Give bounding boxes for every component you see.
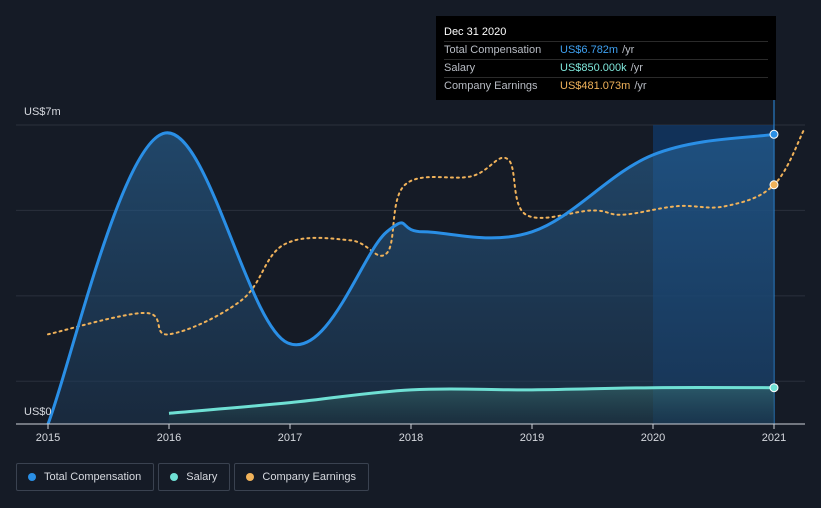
x-tick-label: 2020 — [641, 432, 665, 444]
legend-label: Salary — [186, 471, 218, 483]
legend-item-salary[interactable]: Salary — [158, 463, 231, 491]
tooltip-label: Company Earnings — [444, 80, 538, 92]
x-tick-label: 2016 — [157, 432, 181, 444]
company-earnings-marker — [769, 180, 779, 190]
tooltip-unit: /yr — [622, 44, 635, 56]
tooltip-label: Salary — [444, 62, 476, 74]
legend-label: Total Compensation — [44, 471, 142, 483]
total-compensation-marker — [769, 129, 779, 139]
legend: Total Compensation Salary Company Earnin… — [16, 463, 373, 491]
tooltip-row-salary: Salary US$850.000k /yr — [444, 60, 768, 78]
total-compensation-area — [48, 132, 774, 425]
company-earnings-line — [47, 128, 806, 336]
x-tick-label: 2017 — [278, 432, 302, 444]
legend-dot-icon — [170, 473, 179, 481]
legend-dot-icon — [246, 473, 255, 481]
x-axis-ticks: 2015 2016 2017 2018 2019 2020 2021 — [36, 424, 786, 444]
x-tick-label: 2019 — [520, 432, 544, 444]
legend-label: Company Earnings — [262, 471, 356, 483]
tooltip-value: US$6.782m — [560, 44, 619, 56]
tooltip-value: US$850.000k — [560, 62, 627, 74]
x-tick-label: 2015 — [36, 432, 60, 444]
tooltip-row-company-earnings: Company Earnings US$481.073m /yr — [444, 78, 768, 95]
x-tick-label: 2021 — [762, 432, 786, 444]
tooltip-date: Dec 31 2020 — [444, 23, 768, 42]
salary-line — [168, 386, 775, 415]
legend-dot-icon — [28, 473, 36, 481]
legend-item-company-earnings[interactable]: Company Earnings — [234, 463, 369, 491]
tooltip-unit: /yr — [630, 62, 643, 74]
tooltip-row-total-compensation: Total Compensation US$6.782m /yr — [444, 42, 768, 60]
tooltip: Dec 31 2020 Total Compensation US$6.782m… — [436, 16, 776, 100]
y-axis-bottom-label: US$0 — [24, 406, 52, 418]
total-compensation-line — [46, 131, 775, 425]
salary-area — [169, 387, 774, 424]
series-markers — [769, 129, 779, 393]
legend-item-total-compensation[interactable]: Total Compensation — [16, 463, 155, 491]
tooltip-unit: /yr — [634, 80, 647, 92]
tooltip-value: US$481.073m — [560, 80, 631, 92]
y-axis-top-label: US$7m — [24, 106, 61, 118]
x-tick-label: 2018 — [399, 432, 423, 444]
salary-marker — [769, 383, 779, 393]
tooltip-label: Total Compensation — [444, 44, 542, 56]
